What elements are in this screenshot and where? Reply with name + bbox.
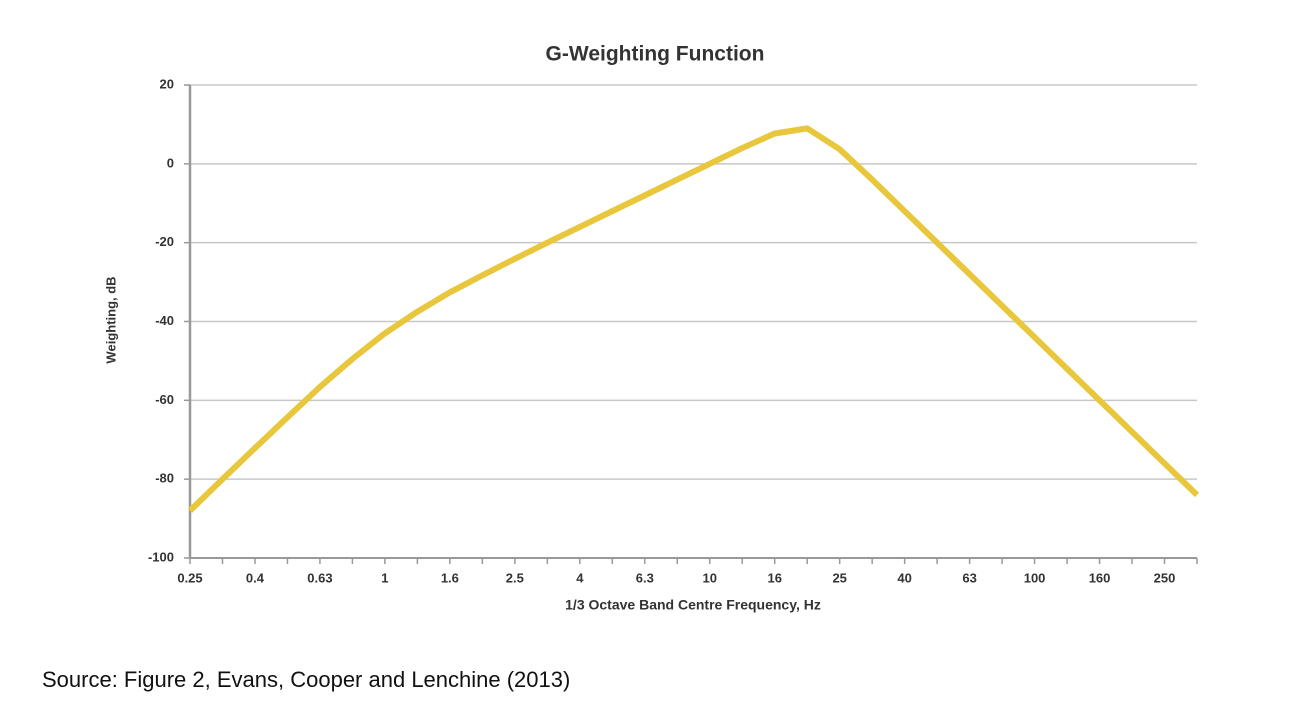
x-tick-label: 0.4 (246, 570, 265, 585)
y-tick-label: -20 (155, 234, 174, 249)
x-tick-label: 1 (381, 570, 388, 585)
y-tick-label: -80 (155, 471, 174, 486)
x-tick-label: 63 (962, 570, 976, 585)
x-tick-label: 6.3 (636, 570, 654, 585)
y-tick-label: -40 (155, 313, 174, 328)
y-axis-label: Weighting, dB (103, 276, 118, 363)
x-tick-label: 10 (703, 570, 717, 585)
y-tick-label: -100 (148, 549, 174, 564)
x-tick-label: 4 (576, 570, 584, 585)
x-tick-label: 100 (1024, 570, 1046, 585)
x-tick-label: 16 (767, 570, 781, 585)
x-tick-label: 0.25 (177, 570, 202, 585)
source-note: Source: Figure 2, Evans, Cooper and Lenc… (42, 667, 570, 692)
x-tick-label: 0.63 (307, 570, 332, 585)
data-line (187, 125, 1200, 513)
chart-title: G-Weighting Function (546, 43, 765, 66)
y-tick-label: -60 (155, 392, 174, 407)
x-tick-label: 2.5 (506, 570, 524, 585)
x-tick-label: 160 (1089, 570, 1111, 585)
y-tick-label: 20 (160, 76, 174, 91)
x-tick-label: 1.6 (441, 570, 459, 585)
x-axis-label: 1/3 Octave Band Centre Frequency, Hz (565, 597, 821, 613)
x-tick-label: 250 (1154, 570, 1176, 585)
x-tick-label: 25 (832, 570, 846, 585)
y-tick-label: 0 (167, 155, 174, 170)
x-tick-label: 40 (897, 570, 911, 585)
